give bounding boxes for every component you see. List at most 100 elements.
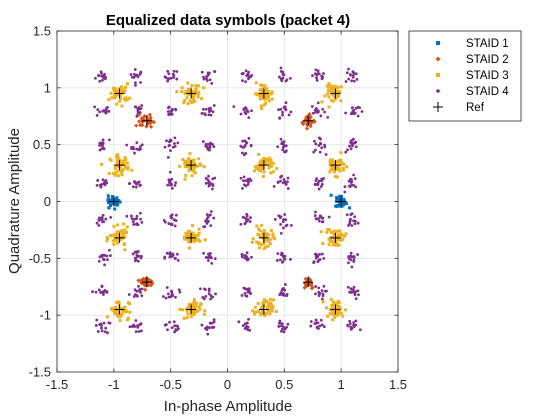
x-tick-label: -1	[108, 377, 120, 392]
symbol-cluster	[204, 174, 217, 191]
symbol-cluster	[128, 319, 143, 334]
symbol-cluster	[161, 286, 182, 300]
legend-box	[408, 30, 522, 122]
symbol-cluster	[166, 105, 178, 117]
symbol-cluster	[343, 173, 358, 194]
symbol-cluster	[346, 319, 362, 332]
symbol-cluster	[239, 212, 252, 226]
symbol-cluster	[97, 248, 112, 267]
symbol-cluster	[175, 81, 206, 106]
chart-title: Equalized data symbols (packet 4)	[106, 12, 350, 29]
symbol-cluster	[239, 175, 253, 190]
symbol-cluster	[94, 70, 107, 83]
symbol-cluster	[277, 66, 292, 83]
ref-point	[114, 160, 125, 171]
y-tick-label: 0.5	[33, 137, 51, 152]
symbol-cluster	[166, 170, 178, 190]
symbol-cluster	[237, 317, 252, 332]
ref-point	[330, 304, 341, 315]
symbol-cluster	[346, 285, 360, 301]
symbol-cluster	[240, 286, 253, 298]
legend-marker	[435, 56, 441, 62]
symbol-cluster	[134, 112, 157, 129]
x-tick-label: -0.5	[159, 377, 181, 392]
symbol-cluster	[125, 211, 144, 227]
legend-item: STAID 1	[436, 38, 509, 50]
symbol-cluster	[254, 81, 274, 111]
legend-item: STAID 3	[436, 70, 509, 82]
x-axis-label: In-phase Amplitude	[164, 398, 292, 415]
symbol-cluster	[312, 136, 328, 156]
symbol-cluster	[314, 284, 328, 301]
symbol-cluster	[278, 283, 289, 298]
symbol-cluster	[273, 213, 293, 235]
symbol-cluster	[239, 136, 253, 157]
data-series	[91, 66, 364, 336]
x-tick-label: 0	[224, 377, 231, 392]
ref-point	[114, 232, 125, 243]
symbol-cluster	[277, 101, 293, 120]
ref-point	[186, 232, 197, 243]
ref-point	[108, 196, 119, 207]
legend-label: STAID 2	[466, 54, 509, 66]
symbol-cluster	[107, 82, 132, 108]
symbol-cluster	[202, 251, 217, 265]
y-tick-label: 1.5	[33, 24, 51, 39]
x-tick-label: 1	[338, 377, 345, 392]
symbol-cluster	[200, 69, 217, 85]
ref-point	[330, 88, 341, 99]
symbol-cluster	[163, 136, 180, 159]
ref-point	[141, 277, 152, 288]
y-tick-label: 0	[44, 194, 51, 209]
symbol-cluster	[98, 138, 111, 152]
legend-item: STAID 2	[435, 54, 509, 66]
ref-point	[336, 196, 347, 207]
series-staid-4	[91, 66, 364, 336]
y-tick-label: 1	[44, 80, 51, 95]
symbol-cluster	[344, 137, 358, 154]
ref-point	[141, 115, 152, 126]
ref-point	[330, 232, 341, 243]
symbol-cluster	[272, 174, 290, 190]
legend-marker	[436, 73, 440, 77]
y-tick-label: -0.5	[29, 251, 51, 266]
legend-item: STAID 4	[436, 86, 509, 98]
symbol-cluster	[95, 178, 109, 189]
symbol-cluster	[277, 319, 290, 334]
symbol-cluster	[198, 287, 217, 301]
symbol-cluster	[163, 320, 180, 334]
ref-point	[186, 160, 197, 171]
ref-point	[258, 88, 269, 99]
symbol-cluster	[309, 318, 326, 330]
y-tick-label: -1.5	[29, 365, 51, 380]
symbol-cluster	[240, 69, 254, 84]
symbol-cluster	[125, 141, 144, 155]
y-axis-label: Quadrature Amplitude	[6, 128, 23, 274]
ref-point	[303, 277, 314, 288]
x-tick-label: 1.5	[389, 377, 407, 392]
legend-label: STAID 3	[466, 70, 509, 82]
symbol-cluster	[200, 104, 216, 117]
legend-label: Ref	[466, 102, 485, 114]
ref-point	[186, 304, 197, 315]
ref-point	[114, 304, 125, 315]
symbol-cluster	[347, 251, 359, 269]
ref-point	[330, 160, 341, 171]
x-tick-label: -1.5	[46, 377, 68, 392]
legend-label: STAID 4	[466, 86, 509, 98]
symbol-cluster	[127, 284, 144, 298]
symbol-cluster	[129, 68, 143, 87]
symbol-cluster	[93, 105, 111, 117]
symbol-cluster	[344, 67, 359, 83]
symbol-cluster	[276, 137, 288, 154]
symbol-cluster	[313, 177, 325, 191]
symbol-cluster	[345, 212, 360, 227]
symbol-cluster	[94, 318, 112, 335]
symbol-cluster	[201, 140, 216, 152]
legend-item: Ref	[433, 102, 485, 114]
symbol-cluster	[91, 284, 109, 296]
legend: STAID 1 STAID 2 STAID 3 STAID 4 Ref	[408, 30, 522, 122]
symbol-cluster	[127, 180, 142, 189]
x-tick-label: 0.5	[275, 377, 293, 392]
